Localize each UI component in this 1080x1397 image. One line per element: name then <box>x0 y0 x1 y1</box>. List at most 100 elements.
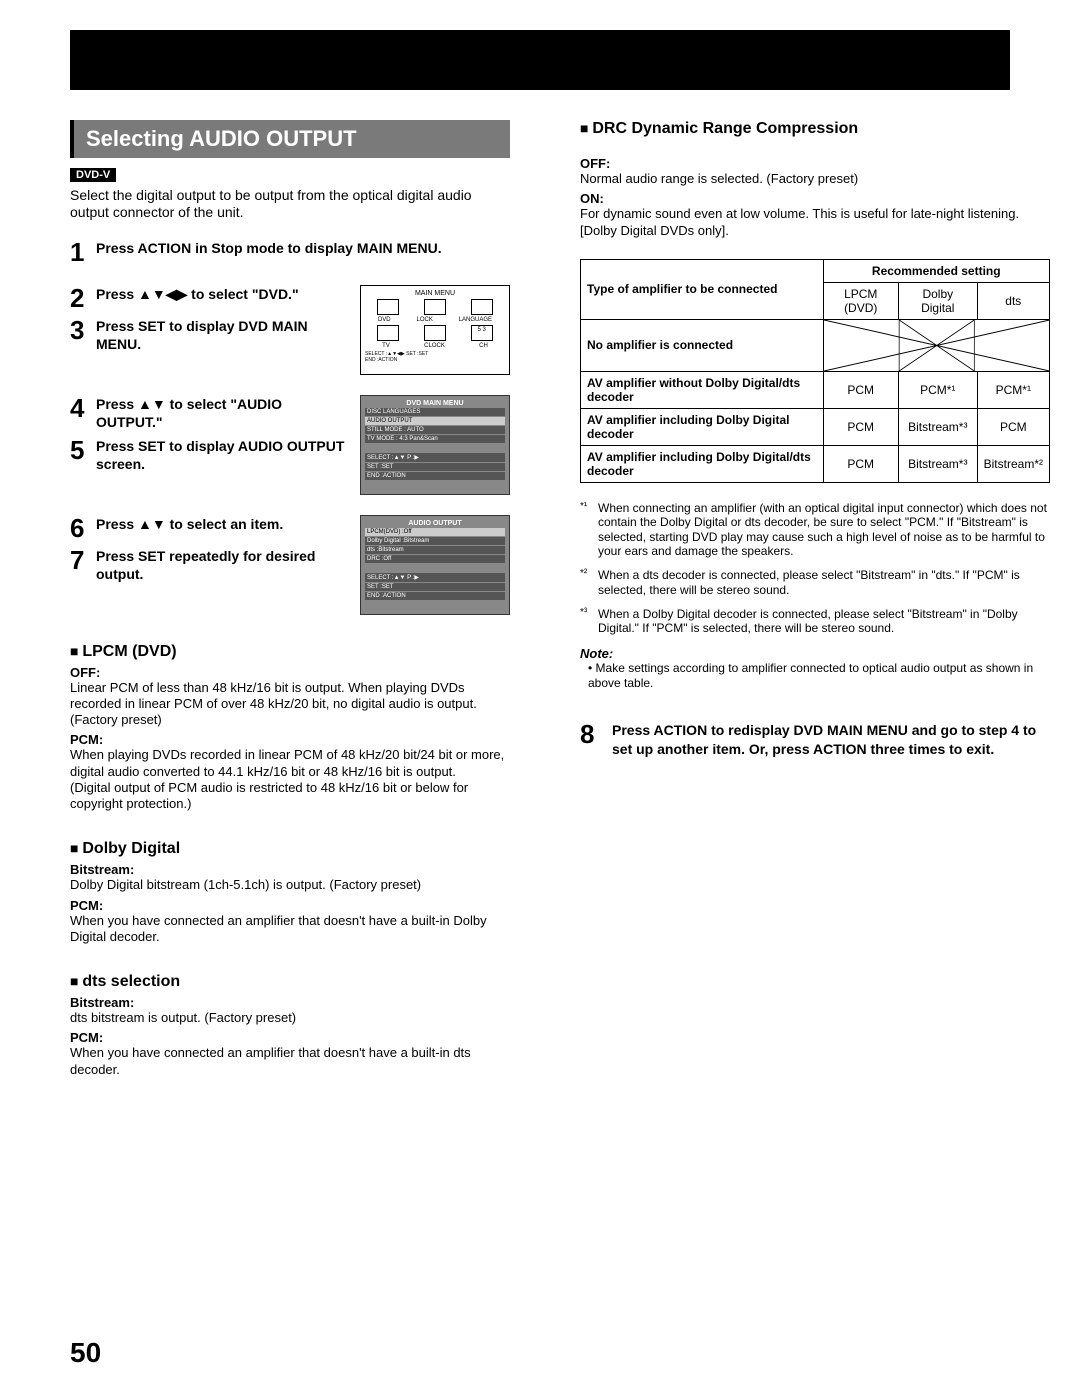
step-text: Press SET repeatedly for desired output. <box>96 547 350 583</box>
osd-line: AUDIO OUTPUT <box>365 417 505 425</box>
page: Selecting AUDIO OUTPUT DVD-V Select the … <box>0 0 1080 1397</box>
step-text: Press ACTION in Stop mode to display MAI… <box>96 239 510 257</box>
footnotes: *¹When connecting an amplifier (with an … <box>580 501 1050 636</box>
step-number: 7 <box>70 547 96 573</box>
osd-title: DVD MAIN MENU <box>365 400 505 407</box>
lpcm-heading: LPCM (DVD) <box>70 643 510 661</box>
steps-block: 1 Press ACTION in Stop mode to display M… <box>70 239 510 615</box>
dolby-bitstream-text: Dolby Digital bitstream (1ch-5.1ch) is o… <box>70 877 510 893</box>
osd-label: DVD <box>378 317 391 323</box>
dolby-bitstream-label: Bitstream: <box>70 862 510 877</box>
step-text: Press ▲▼ to select an item. <box>96 515 350 533</box>
step-number: 3 <box>70 317 96 343</box>
left-column: Selecting AUDIO OUTPUT DVD-V Select the … <box>70 120 510 1078</box>
drc-off-label: OFF: <box>580 156 1050 171</box>
osd-footer: END :ACTION <box>365 472 505 480</box>
footnote-marker: *³ <box>580 607 594 636</box>
table-row-header: AV amplifier including Dolby Digital/dts… <box>581 445 824 482</box>
dolby-heading: Dolby Digital <box>70 840 510 858</box>
osd-line: DISC LANGUAGES <box>365 408 505 416</box>
drc-on-text: For dynamic sound even at low volume. Th… <box>580 206 1050 239</box>
osd-main-menu: MAIN MENU DVDLOCKLANGUAGE 5 3 TVCLOCKCH … <box>360 285 510 375</box>
table-cell: PCM <box>823 371 898 408</box>
table-cell: PCM <box>977 408 1049 445</box>
osd-title: AUDIO OUTPUT <box>365 520 505 527</box>
page-number: 50 <box>70 1337 101 1369</box>
footnote-marker: *¹ <box>580 501 594 559</box>
osd-label: CLOCK <box>424 343 445 349</box>
intro-text: Select the digital output to be output f… <box>70 187 510 221</box>
osd-line: LPCM(DVD) :Off <box>365 528 505 536</box>
osd-footer: SELECT :▲▼ P :▶ <box>365 573 505 582</box>
step-group-4-5: 4 Press ▲▼ to select "AUDIO OUTPUT." 5 P… <box>70 395 510 495</box>
step-text: Press ACTION to redisplay DVD MAIN MENU … <box>612 721 1050 759</box>
osd-footer: SELECT :▲▼ P :▶ <box>365 453 505 462</box>
step-number: 5 <box>70 437 96 463</box>
section-title: Selecting AUDIO OUTPUT <box>70 120 510 158</box>
step-group-6-7: 6 Press ▲▼ to select an item. 7 Press SE… <box>70 515 510 615</box>
lpcm-pcm-text: When playing DVDs recorded in linear PCM… <box>70 747 510 780</box>
osd-line: dts :Bitstream <box>365 546 505 554</box>
drc-off-text: Normal audio range is selected. (Factory… <box>580 171 1050 187</box>
table-col-dolby: Dolby Digital <box>898 282 977 319</box>
table-cell: PCM*¹ <box>977 371 1049 408</box>
content-area: Selecting AUDIO OUTPUT DVD-V Select the … <box>70 120 1010 1078</box>
dts-heading: dts selection <box>70 973 510 991</box>
note-heading: Note: <box>580 646 1050 661</box>
osd-audio-output: AUDIO OUTPUT LPCM(DVD) :Off Dolby Digita… <box>360 515 510 615</box>
footnote-text: When a dts decoder is connected, please … <box>598 568 1050 597</box>
step-number: 1 <box>70 239 96 265</box>
table-cell: PCM <box>823 445 898 482</box>
table-row-header: AV amplifier including Dolby Digital dec… <box>581 408 824 445</box>
dts-pcm-label: PCM: <box>70 1030 510 1045</box>
table-header-type: Type of amplifier to be connected <box>581 259 824 319</box>
dts-pcm-text: When you have connected an amplifier tha… <box>70 1045 510 1078</box>
osd-title: MAIN MENU <box>365 290 505 297</box>
table-cell: Bitstream*³ <box>898 445 977 482</box>
dvd-v-badge: DVD-V <box>70 168 116 182</box>
right-column: DRC Dynamic Range Compression OFF: Norma… <box>580 120 1050 759</box>
osd-line: STILL MODE : AUTO <box>365 426 505 434</box>
step-text: Press ▲▼ to select "AUDIO OUTPUT." <box>96 395 350 431</box>
table-cell: PCM <box>823 408 898 445</box>
table-cell: PCM*¹ <box>898 371 977 408</box>
step-1: 1 Press ACTION in Stop mode to display M… <box>70 239 510 265</box>
lpcm-off-text: Linear PCM of less than 48 kHz/16 bit is… <box>70 680 510 729</box>
osd-label: TV <box>382 343 390 349</box>
footnote-marker: *² <box>580 568 594 597</box>
osd-label: LANGUAGE <box>459 317 492 323</box>
table-cell: Bitstream*² <box>977 445 1049 482</box>
step-number: 6 <box>70 515 96 541</box>
recommended-settings-table: Type of amplifier to be connected Recomm… <box>580 259 1050 483</box>
dolby-pcm-text: When you have connected an amplifier tha… <box>70 913 510 946</box>
step-group-2-3: 2 Press ▲▼◀▶ to select "DVD." 3 Press SE… <box>70 285 510 375</box>
dolby-pcm-label: PCM: <box>70 898 510 913</box>
step-text: Press SET to display AUDIO OUTPUT screen… <box>96 437 350 473</box>
osd-footer: SET :SET <box>365 463 505 471</box>
table-row-header: No amplifier is connected <box>581 319 824 371</box>
osd-label: LOCK <box>416 317 432 323</box>
footnote-text: When connecting an amplifier (with an op… <box>598 501 1050 559</box>
osd-line: DRC :Off <box>365 555 505 563</box>
step-8: 8 Press ACTION to redisplay DVD MAIN MEN… <box>580 721 1050 759</box>
step-text: Press SET to display DVD MAIN MENU. <box>96 317 350 353</box>
table-row-header: AV amplifier without Dolby Digital/dts d… <box>581 371 824 408</box>
lpcm-pcm-note: (Digital output of PCM audio is restrict… <box>70 780 510 813</box>
note-text: • Make settings according to amplifier c… <box>588 661 1050 691</box>
step-text: Press ▲▼◀▶ to select "DVD." <box>96 285 350 303</box>
osd-footer: END :ACTION <box>365 357 505 363</box>
step-number: 2 <box>70 285 96 311</box>
step-number: 4 <box>70 395 96 421</box>
table-diag-cell <box>823 319 1049 371</box>
osd-footer: SET :SET <box>365 583 505 591</box>
table-header-rec: Recommended setting <box>823 259 1049 282</box>
osd-line: Dolby Digital :Bitstream <box>365 537 505 545</box>
footnote-text: When a Dolby Digital decoder is connecte… <box>598 607 1050 636</box>
drc-heading: DRC Dynamic Range Compression <box>580 120 1050 138</box>
osd-label: CH <box>479 343 488 349</box>
lpcm-off-label: OFF: <box>70 665 510 680</box>
dts-bitstream-text: dts bitstream is output. (Factory preset… <box>70 1010 510 1026</box>
osd-footer: END :ACTION <box>365 592 505 600</box>
osd-line: TV MODE : 4:3 Pan&Scan <box>365 435 505 443</box>
dts-bitstream-label: Bitstream: <box>70 995 510 1010</box>
